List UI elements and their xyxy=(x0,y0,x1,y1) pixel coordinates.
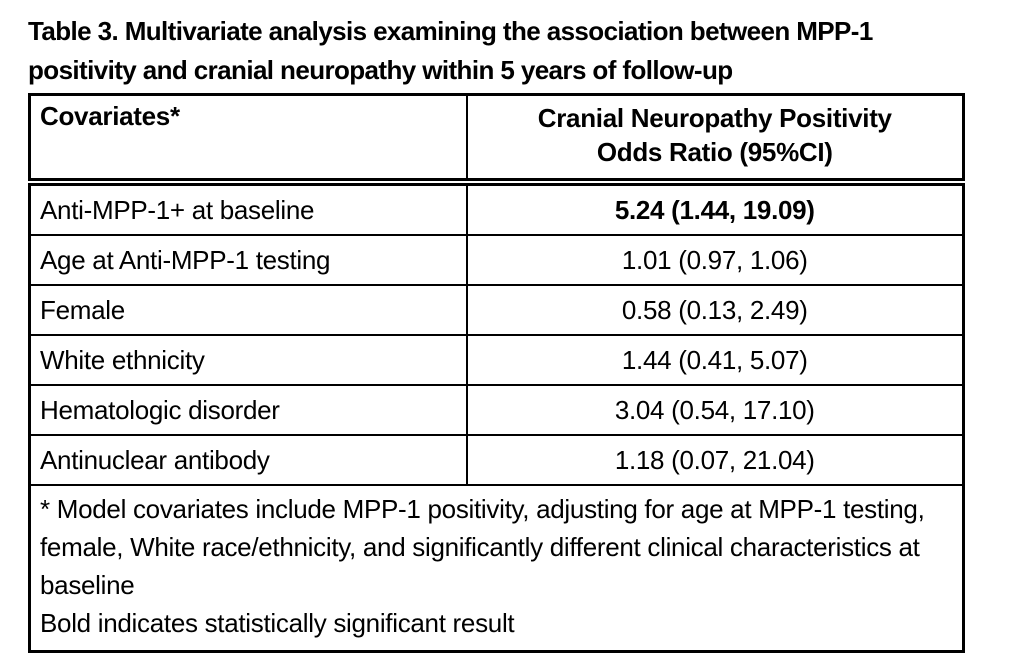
odds-ratio-cell: 1.44 (0.41, 5.07) xyxy=(465,334,965,386)
table-row: Anti-MPP-1+ at baseline 5.24 (1.44, 19.0… xyxy=(28,181,965,236)
column-header-odds-ratio: Cranial Neuropathy Positivity Odds Ratio… xyxy=(465,93,965,186)
odds-ratio-cell: 0.58 (0.13, 2.49) xyxy=(465,284,965,336)
odds-ratio-cell: 5.24 (1.44, 19.09) xyxy=(465,181,965,236)
table-row: Age at Anti-MPP-1 testing 1.01 (0.97, 1.… xyxy=(28,234,965,286)
table-row: Antinuclear antibody 1.18 (0.07, 21.04) xyxy=(28,434,965,486)
footnotes: * Model covariates include MPP-1 positiv… xyxy=(28,484,965,653)
covariate-cell: Antinuclear antibody xyxy=(28,434,468,486)
covariate-cell: Female xyxy=(28,284,468,336)
column-header-covariates: Covariates* xyxy=(28,93,468,186)
header-row: Covariates* Cranial Neuropathy Positivit… xyxy=(28,93,965,186)
results-table: Covariates* Cranial Neuropathy Positivit… xyxy=(28,93,965,653)
footnote-model-covariates: * Model covariates include MPP-1 positiv… xyxy=(40,494,925,600)
covariate-cell: White ethnicity xyxy=(28,334,468,386)
table-caption: Table 3. Multivariate analysis examining… xyxy=(28,16,873,85)
odds-ratio-cell: 1.01 (0.97, 1.06) xyxy=(465,234,965,286)
table-row: Hematologic disorder 3.04 (0.54, 17.10) xyxy=(28,384,965,436)
odds-ratio-cell: 3.04 (0.54, 17.10) xyxy=(465,384,965,436)
footnote-row: * Model covariates include MPP-1 positiv… xyxy=(28,484,965,653)
footnote-bold-note: Bold indicates statistically significant… xyxy=(40,608,515,638)
covariate-cell: Anti-MPP-1+ at baseline xyxy=(28,181,468,236)
covariate-cell: Age at Anti-MPP-1 testing xyxy=(28,234,468,286)
covariate-cell: Hematologic disorder xyxy=(28,384,468,436)
odds-ratio-cell: 1.18 (0.07, 21.04) xyxy=(465,434,965,486)
table-row: White ethnicity 1.44 (0.41, 5.07) xyxy=(28,334,965,386)
table-row: Female 0.58 (0.13, 2.49) xyxy=(28,284,965,336)
